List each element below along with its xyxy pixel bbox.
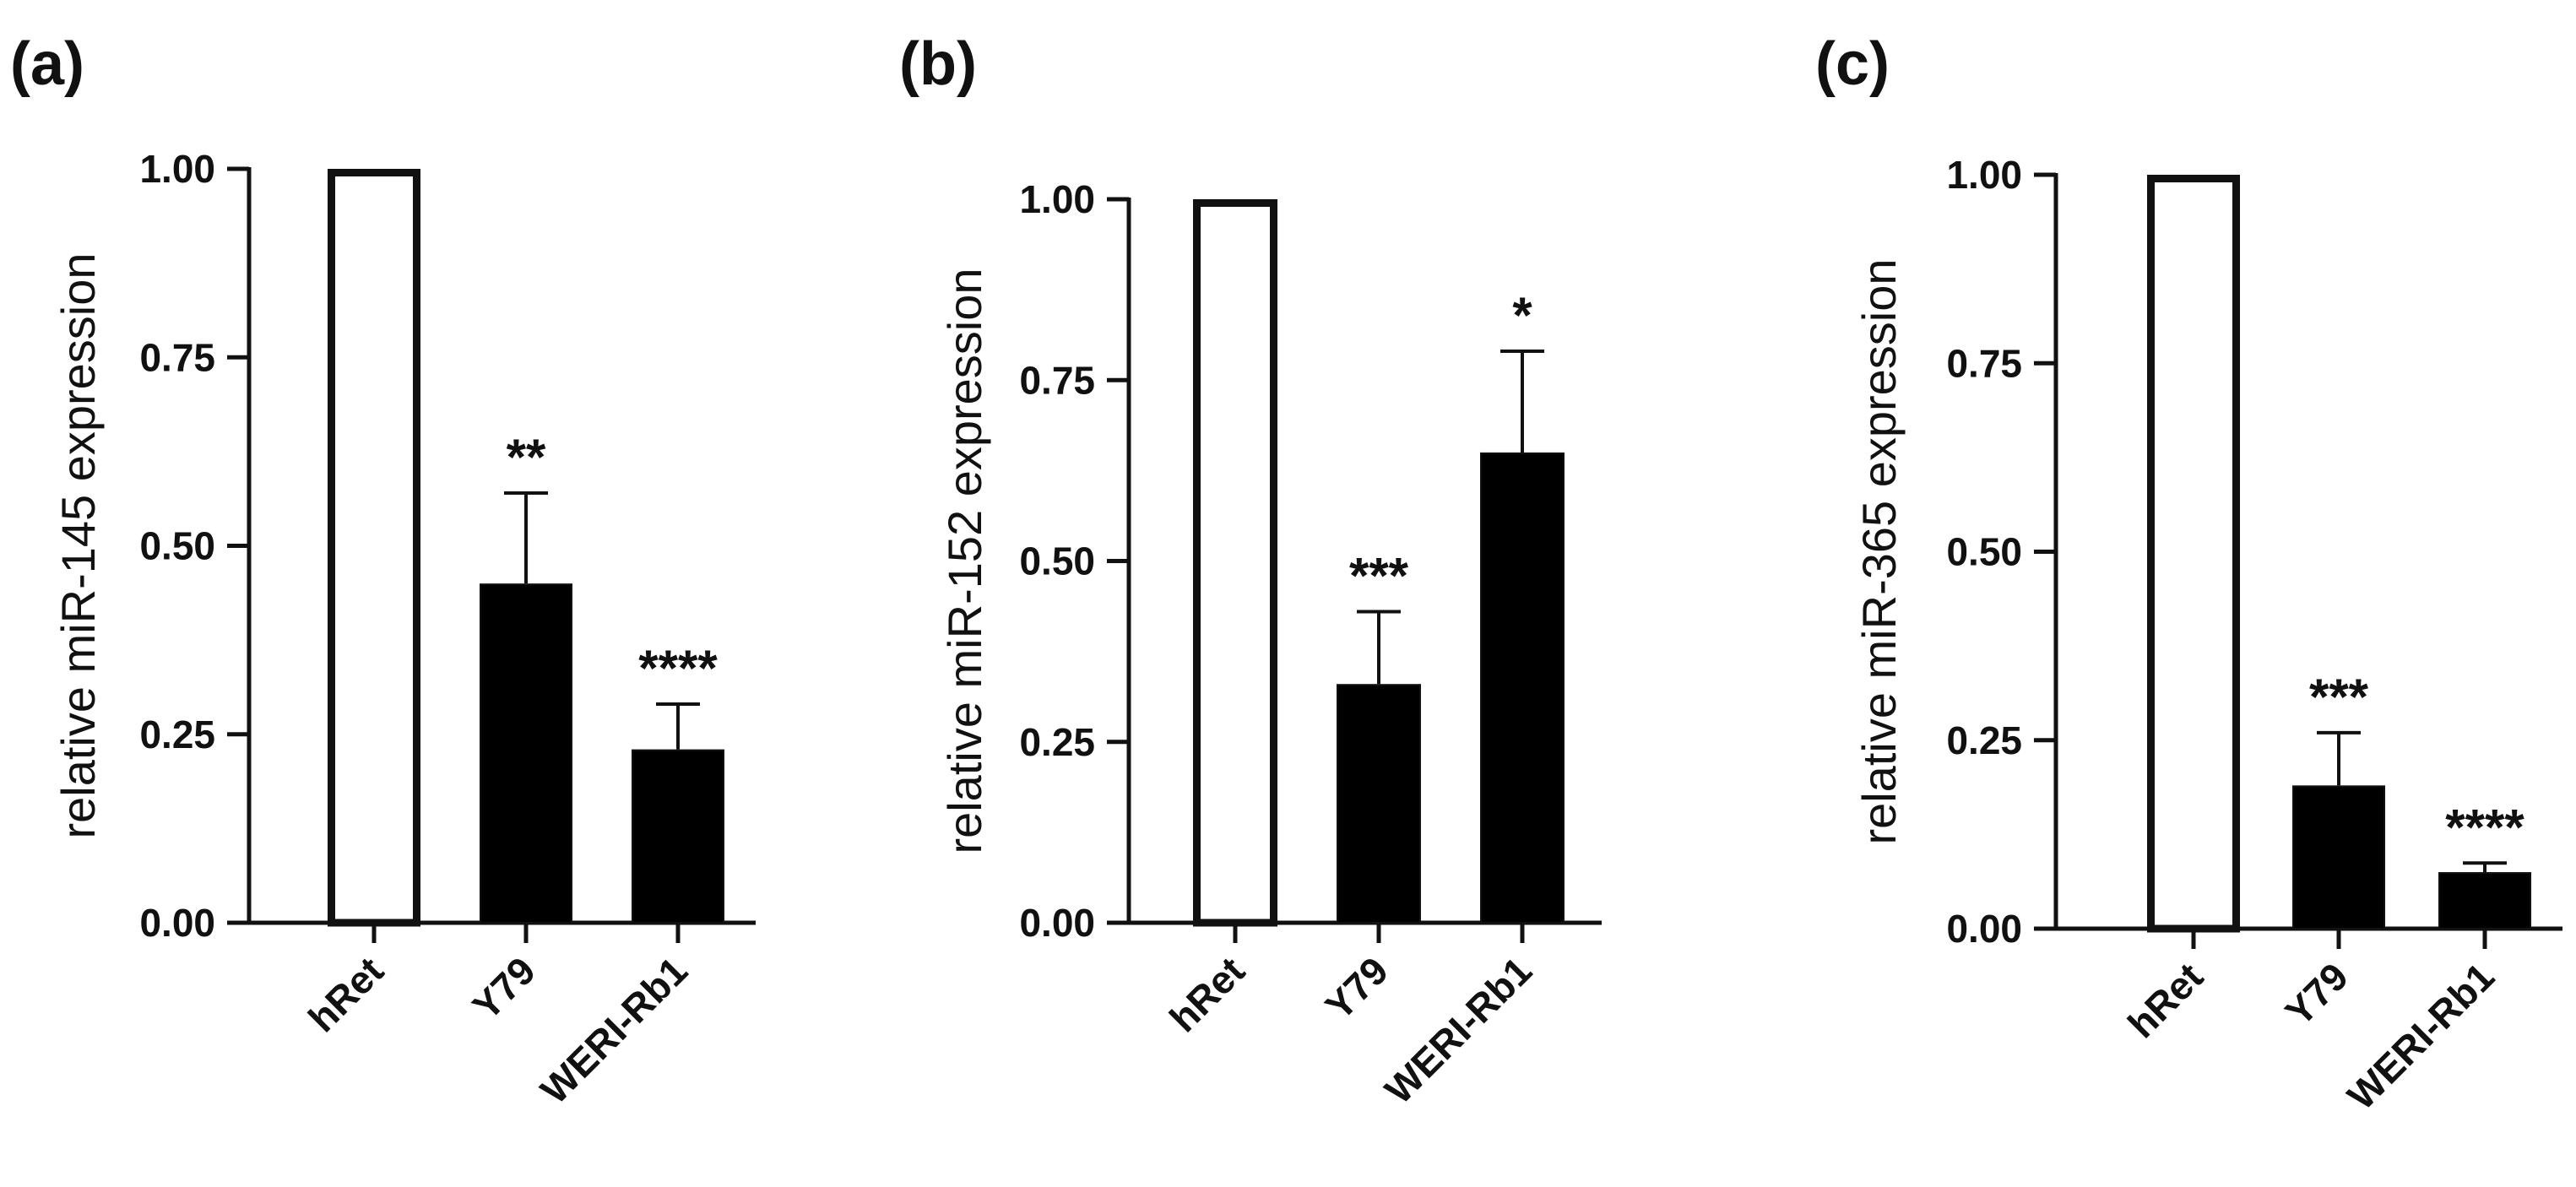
y-tick-label: 0.50 xyxy=(139,524,215,568)
panel-label: (a) xyxy=(10,30,84,98)
y-tick-label: 0.25 xyxy=(1019,720,1095,764)
bar-y79 xyxy=(1337,684,1421,924)
significance-label: * xyxy=(1512,287,1532,344)
bar-y79 xyxy=(480,583,572,924)
significance-label: ** xyxy=(507,429,546,485)
x-category-label: Y79 xyxy=(2276,954,2356,1034)
y-tick-label: 0.25 xyxy=(139,713,215,756)
bar-weri-rb1 xyxy=(1480,452,1565,924)
y-tick-label: 0.50 xyxy=(1019,539,1095,583)
significance-label: **** xyxy=(638,640,718,696)
y-axis-title: relative miR-145 expression xyxy=(52,252,105,838)
significance-label: *** xyxy=(1349,547,1409,604)
x-category-label: WERI-Rb1 xyxy=(532,948,696,1112)
y-tick-label: 0.50 xyxy=(1946,530,2022,574)
y-axis-title: relative miR-152 expression xyxy=(938,268,991,854)
y-tick-label: 0.00 xyxy=(1019,901,1095,945)
chart-panel-1: (a) relative miR-145 expression 0.00 0.25 0.… xyxy=(10,30,756,1112)
y-tick-label: 0.75 xyxy=(1946,341,2022,385)
chart-panel-3: (c) relative miR-365 expression 0.00 0.25 0.… xyxy=(1815,30,2562,1118)
x-category-label: Y79 xyxy=(1316,948,1396,1028)
y-tick-label: 0.00 xyxy=(1946,907,2022,951)
bar-weri-rb1 xyxy=(632,749,724,924)
bar-hret xyxy=(1193,199,1277,927)
y-tick-label: 1.00 xyxy=(1019,177,1095,221)
x-category-label: hRet xyxy=(1161,948,1253,1040)
y-tick-label: 0.25 xyxy=(1946,718,2022,762)
bar-weri-rb1 xyxy=(2438,872,2531,930)
y-tick-label: 1.00 xyxy=(1946,153,2022,197)
panel-label: (c) xyxy=(1815,30,1890,98)
bar-y79 xyxy=(2292,785,2385,930)
x-category-label: WERI-Rb1 xyxy=(1376,948,1540,1112)
y-axis-title: relative miR-365 expression xyxy=(1852,258,1906,844)
chart-panel-2: (b) relative miR-152 expression 0.00 0.25 0.… xyxy=(899,30,1602,1112)
significance-label: **** xyxy=(2445,799,2524,855)
bar-hret xyxy=(328,169,420,927)
x-category-label: hRet xyxy=(300,948,392,1040)
x-category-label: hRet xyxy=(2119,954,2211,1046)
panel-label: (b) xyxy=(899,30,977,98)
x-category-label: WERI-Rb1 xyxy=(2339,954,2503,1118)
y-tick-label: 0.75 xyxy=(1019,358,1095,402)
significance-label: *** xyxy=(2309,669,2369,725)
y-tick-label: 0.00 xyxy=(139,901,215,945)
y-tick-label: 1.00 xyxy=(139,147,215,191)
x-category-label: Y79 xyxy=(464,948,544,1028)
y-tick-label: 0.75 xyxy=(139,335,215,379)
bar-hret xyxy=(2147,175,2240,933)
